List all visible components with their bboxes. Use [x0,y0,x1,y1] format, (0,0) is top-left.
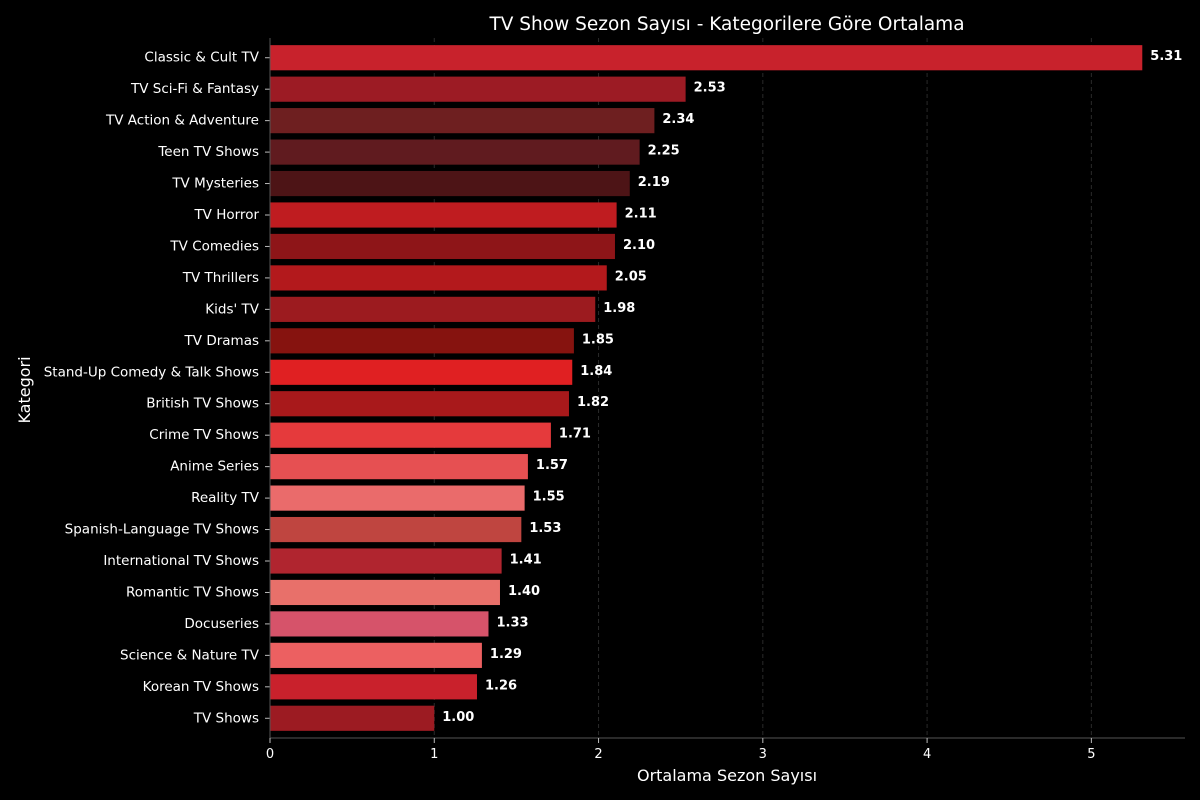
bar [270,516,522,543]
category-label: Teen TV Shows [157,144,259,160]
category-label: Crime TV Shows [149,427,259,443]
y-axis-title: Kategori [15,356,34,423]
bar [270,76,686,102]
category-label: Science & Nature TV [120,647,260,663]
bar-value-label: 2.05 [615,269,647,284]
category-label: International TV Shows [103,553,259,569]
category-label: Kids' TV [205,301,259,317]
bar-value-label: 1.85 [582,332,614,347]
x-tick-label: 1 [430,747,438,762]
bar-value-label: 2.53 [694,81,726,96]
bar [270,485,525,511]
bar-value-label: 2.25 [648,144,680,159]
category-label: Classic & Cult TV [144,50,259,66]
bar [270,391,569,417]
bar-value-label: 1.82 [577,395,609,410]
bar [270,548,502,574]
category-label: TV Dramas [184,333,259,349]
bar-value-label: 2.11 [625,207,657,222]
category-label: British TV Shows [146,396,259,412]
bar-value-label: 1.53 [529,521,561,536]
bar-value-label: 2.34 [662,112,694,127]
bar [270,233,615,260]
bar [270,45,1143,71]
axes: 0 1 2 3 4 5 [265,38,1185,762]
bar [270,265,607,291]
bar [270,359,573,385]
category-label: TV Sci-Fi & Fantasy [130,81,259,97]
x-tick-label: 0 [266,747,274,762]
bar-value-label: 1.98 [603,301,635,316]
x-tick-label: 5 [1087,747,1095,762]
category-label: TV Action & Adventure [105,113,259,129]
bar [270,139,640,165]
bar-value-label: 1.84 [580,364,612,379]
value-labels: 5.31 2.53 2.34 2.25 2.19 2.11 2.10 2.05 1.98 1.85… [442,49,1182,725]
bar-value-label: 2.19 [638,175,670,190]
bar [270,422,551,448]
bar [270,170,630,197]
x-tick-label: 3 [759,747,767,762]
category-label: Spanish-Language TV Shows [65,522,259,538]
bar-value-label: 2.10 [623,238,655,253]
x-axis-title: Ortalama Sezon Sayısı [637,766,817,785]
bar-value-label: 5.31 [1150,49,1182,64]
bar-value-label: 1.33 [496,615,528,630]
bar [270,674,477,700]
bars [270,45,1143,731]
category-label: TV Comedies [169,238,259,254]
bar-value-label: 1.71 [559,427,591,442]
category-label: Docuseries [184,616,259,632]
bar [270,454,528,480]
chart-title: TV Show Sezon Sayısı - Kategorilere Göre… [488,14,964,35]
bar [270,328,574,354]
bar [270,108,655,134]
category-label: Reality TV [191,490,260,506]
bar [270,705,435,731]
category-label: Romantic TV Shows [126,584,259,600]
category-labels: Classic & Cult TV TV Sci-Fi & Fantasy TV A… [44,50,260,727]
bar [270,202,617,228]
bar-value-label: 1.55 [533,490,565,505]
category-label: Stand-Up Comedy & Talk Shows [44,364,259,380]
x-tick-label: 4 [923,747,931,762]
bar [270,642,482,668]
bar-value-label: 1.40 [508,584,540,599]
bar [270,579,500,606]
category-label: Anime Series [170,459,259,475]
bar [270,611,489,637]
bar [270,296,596,322]
category-label: Korean TV Shows [143,679,259,695]
category-label: TV Thrillers [182,270,259,286]
category-label: TV Mysteries [171,176,259,192]
bar-value-label: 1.57 [536,458,568,473]
bar-value-label: 1.29 [490,647,522,662]
x-tick-label: 2 [594,747,602,762]
category-label: TV Shows [193,710,259,726]
bar-value-label: 1.26 [485,678,517,693]
bar-value-label: 1.41 [510,553,542,568]
bar-value-label: 1.00 [442,710,474,725]
category-label: TV Horror [193,207,259,223]
